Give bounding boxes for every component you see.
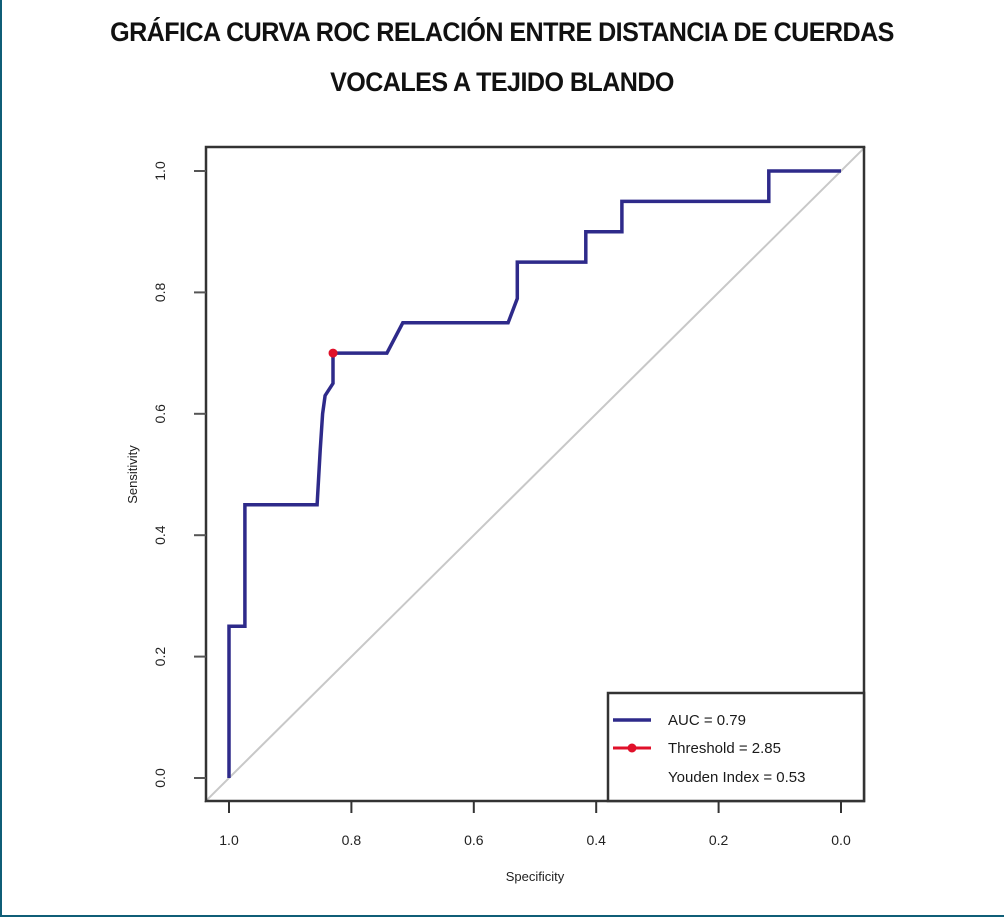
chart-title-line-2: VOCALES A TEJIDO BLANDO <box>330 67 674 97</box>
plot-box <box>204 145 866 803</box>
chart-title-line-1: GRÁFICA CURVA ROC RELACIÓN ENTRE DISTANC… <box>110 17 894 47</box>
x-tick-label: 0.0 <box>831 832 851 848</box>
x-tick-label: 0.8 <box>342 832 362 848</box>
y-tick-label: 0.0 <box>152 768 168 788</box>
legend-entry-threshold: Threshold = 2.85 <box>668 740 781 757</box>
legend: AUC = 0.79 Threshold = 2.85 Youden Index… <box>606 691 866 803</box>
y-tick-label: 0.6 <box>152 404 168 424</box>
roc-curve-line <box>227 169 841 778</box>
x-tick-label: 0.6 <box>464 832 484 848</box>
y-tick-label: 0.8 <box>152 282 168 302</box>
reference-diagonal-line <box>203 146 867 803</box>
y-tick-label: 1.0 <box>152 161 168 181</box>
y-tick-label: 0.2 <box>152 647 168 667</box>
threshold-point <box>328 348 338 358</box>
y-axis-label: Sensitivity <box>125 445 140 504</box>
legend-point-threshold <box>627 743 637 753</box>
y-tick-label: 0.4 <box>152 525 168 545</box>
x-tick-label: 1.0 <box>219 832 239 848</box>
x-tick-label: 0.4 <box>586 832 606 848</box>
x-axis-label: Specificity <box>506 869 565 884</box>
legend-entry-youden: Youden Index = 0.53 <box>668 769 806 786</box>
x-tick-label: 0.2 <box>709 832 729 848</box>
legend-entry-auc: AUC = 0.79 <box>668 712 746 729</box>
